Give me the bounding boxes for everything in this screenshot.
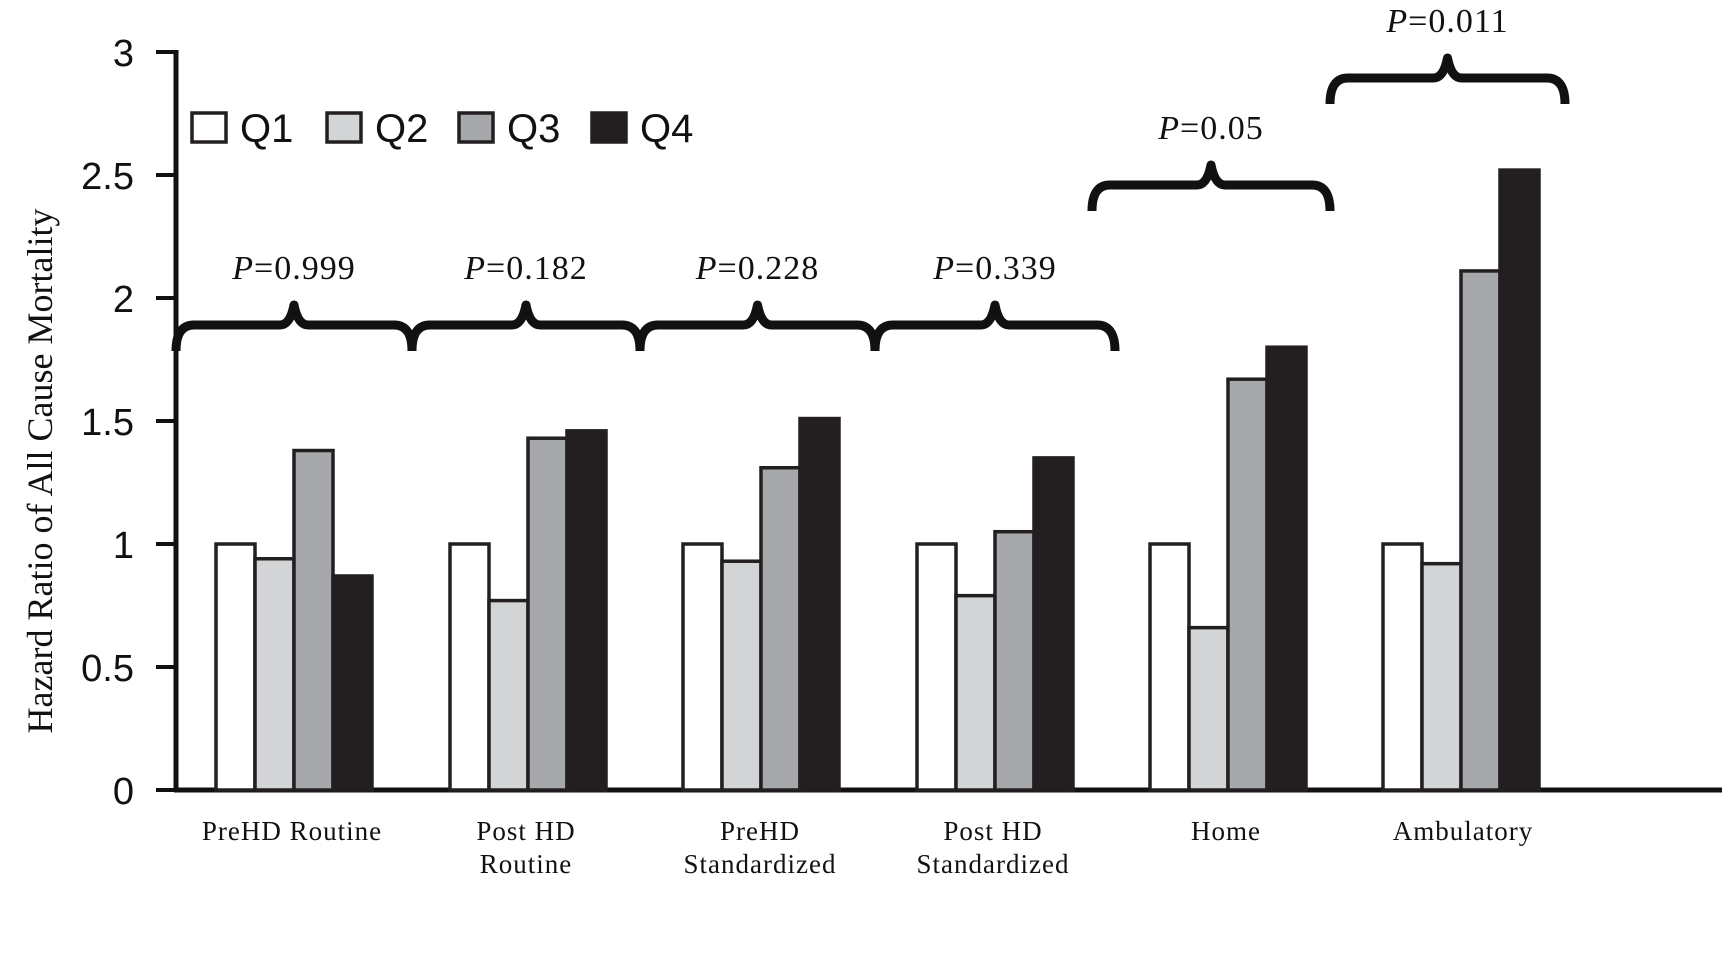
- bar-q1-2: [681, 542, 724, 792]
- bar-q4-0: [331, 574, 374, 792]
- y-tick-label: 0: [113, 771, 134, 813]
- bar-q2-1: [487, 598, 530, 792]
- brace: [171, 300, 417, 352]
- y-axis-label: Hazard Ratio of All Cause Mortality: [20, 209, 60, 734]
- p-value-label: P=0.228: [695, 250, 819, 287]
- brace: [870, 300, 1120, 352]
- x-tick-label: Standardized: [684, 849, 837, 879]
- legend-swatch-q1: [190, 111, 228, 144]
- y-tick-label: 1: [113, 525, 134, 567]
- legend-label: Q4: [640, 107, 693, 151]
- bar-q1-0: [214, 542, 257, 792]
- legend-label: Q3: [507, 107, 560, 151]
- p-value-number: =0.339: [955, 250, 1057, 287]
- p-value-prefix: P: [231, 250, 254, 287]
- p-value-number: =0.05: [1180, 110, 1264, 147]
- x-tick-label: Ambulatory: [1393, 816, 1533, 846]
- p-value-number: =0.011: [1408, 3, 1508, 40]
- bar-q4-3: [1032, 456, 1075, 792]
- legend-label: Q2: [375, 107, 428, 151]
- legend-label: Q1: [240, 107, 293, 151]
- bar-q3-2: [759, 465, 802, 792]
- y-tick-label: 2: [113, 279, 134, 321]
- p-value-prefix: P: [463, 250, 486, 287]
- p-value-number: =0.228: [718, 250, 820, 287]
- legend-swatch-q3: [457, 111, 495, 144]
- p-value-label: P=0.999: [231, 250, 355, 287]
- brace: [407, 300, 645, 352]
- x-tick-label: Post HD: [943, 816, 1042, 846]
- y-tick-label: 0.5: [81, 648, 134, 690]
- legend-swatch-q2: [325, 111, 363, 144]
- p-value-prefix: P: [695, 250, 718, 287]
- p-value-label: P=0.05: [1157, 110, 1263, 147]
- axes: 0 0.5 1 1.5 2 2.5 3: [81, 33, 1722, 813]
- brace: [1325, 53, 1570, 105]
- x-tick-label: PreHD Routine: [202, 816, 382, 846]
- bars: [214, 168, 1541, 792]
- bar-q4-4: [1265, 345, 1308, 792]
- bar-q4-5: [1498, 168, 1541, 792]
- legend-swatch-q4: [590, 111, 628, 144]
- bar-q3-4: [1226, 377, 1269, 792]
- bar-q2-0: [253, 557, 296, 792]
- bar-q1-5: [1381, 542, 1424, 792]
- bar-q4-1: [565, 429, 608, 792]
- bar-q3-0: [292, 448, 335, 792]
- bar-q1-1: [448, 542, 491, 792]
- p-value-number: =0.182: [486, 250, 588, 287]
- bar-q3-5: [1459, 269, 1502, 792]
- x-tick-label: Post HD: [476, 816, 575, 846]
- p-value-prefix: P: [1385, 3, 1408, 40]
- p-value-prefix: P: [1157, 110, 1180, 147]
- x-tick-label: Standardized: [917, 849, 1070, 879]
- p-value-label: P=0.182: [463, 250, 587, 287]
- p-value-number: =0.999: [254, 250, 356, 287]
- bar-q2-3: [954, 593, 997, 792]
- brace: [635, 300, 880, 352]
- p-value-prefix: P: [932, 250, 955, 287]
- bar-q4-2: [798, 416, 841, 792]
- bar-q1-3: [915, 542, 958, 792]
- bar-q2-2: [720, 559, 763, 792]
- x-tick-label: Routine: [480, 849, 573, 879]
- y-tick-label: 2.5: [81, 156, 134, 198]
- p-value-label: P=0.339: [932, 250, 1056, 287]
- bar-q3-3: [993, 529, 1036, 792]
- x-tick-label: Home: [1191, 816, 1261, 846]
- bar-q3-1: [526, 436, 569, 792]
- category-labels: PreHD Routine Post HDRoutinePreHDStandard…: [202, 816, 1533, 879]
- legend: Q1 Q2 Q3 Q4: [190, 107, 693, 151]
- y-tick-label: 3: [113, 33, 134, 75]
- brace: [1087, 160, 1335, 212]
- bar-q2-5: [1420, 561, 1463, 792]
- p-value-label: P=0.011: [1385, 3, 1508, 40]
- bar-q1-4: [1148, 542, 1191, 792]
- y-tick-label: 1.5: [81, 402, 134, 444]
- bar-q2-4: [1187, 625, 1230, 792]
- p-value-annotations: P=0.999 P=0.182 P=0.228 P=0.339P=0.05P=0.01…: [171, 3, 1570, 352]
- x-tick-label: PreHD: [720, 816, 800, 846]
